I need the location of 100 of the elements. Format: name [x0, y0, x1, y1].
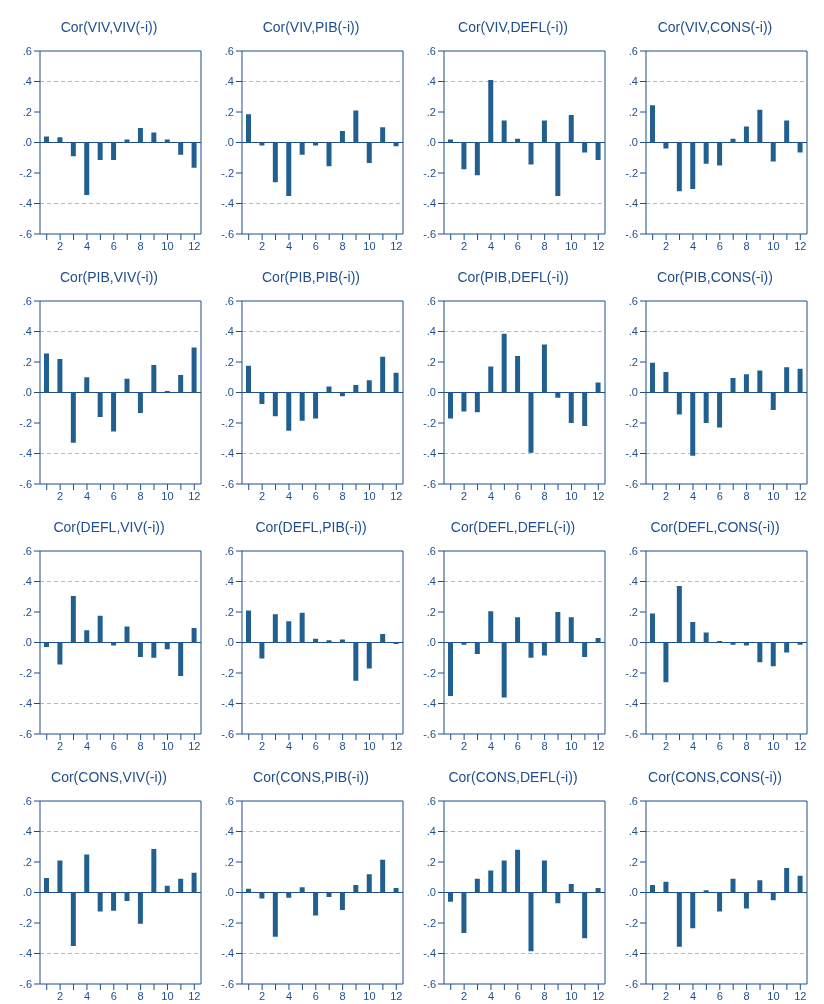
y-tick-label: .4: [224, 325, 234, 338]
chart-title: Cor(CONS,DEFL(-i)): [447, 768, 579, 787]
x-tick-label: 12: [188, 739, 201, 752]
y-tick-label: .2: [628, 855, 638, 868]
y-tick-label: -.2: [625, 916, 638, 929]
y-tick-label: .6: [628, 44, 638, 57]
y-tick-label: .2: [224, 105, 234, 118]
y-tick-label: .4: [628, 75, 638, 88]
y-tick-label: .6: [426, 44, 436, 57]
y-tick-label: .6: [426, 544, 436, 557]
y-tick-label: -.6: [423, 227, 436, 240]
x-tick-label: 4: [83, 739, 91, 752]
y-tick-label: .6: [628, 294, 638, 307]
x-tick-label: 10: [161, 739, 174, 752]
x-tick-label: 2: [461, 489, 468, 502]
x-tick-label: 8: [743, 239, 750, 252]
x-tick-label: 12: [794, 989, 807, 1002]
x-tick-label: 4: [487, 489, 495, 502]
chart-title: Cor(DEFL,CONS(-i)): [649, 518, 781, 537]
chart-title: Cor(VIV,PIB(-i)): [261, 18, 361, 37]
y-tick-label: -.2: [423, 416, 436, 429]
y-tick-label: .0: [22, 386, 32, 399]
y-tick-label: .0: [628, 886, 638, 899]
y-tick-label: .2: [224, 855, 234, 868]
y-tick-label: -.4: [625, 197, 638, 210]
y-tick-label: .0: [224, 386, 234, 399]
y-tick-label: -.2: [19, 416, 32, 429]
x-tick-label: 6: [716, 239, 723, 252]
x-tick-label: 12: [592, 739, 605, 752]
y-tick-label: -.6: [423, 727, 436, 740]
y-tick-label: -.6: [423, 477, 436, 490]
y-tick-label: -.6: [625, 227, 638, 240]
x-tick-label: 10: [161, 989, 174, 1002]
y-tick-label: .4: [628, 575, 638, 588]
y-tick-label: .6: [628, 794, 638, 807]
y-tick-label: -.4: [19, 697, 32, 710]
chart-title: Cor(PIB,PIB(-i)): [261, 268, 361, 287]
x-tick-label: 2: [259, 739, 266, 752]
x-tick-label: 6: [514, 239, 521, 252]
y-tick-label: -.6: [19, 227, 32, 240]
y-tick-label: .4: [224, 75, 234, 88]
y-tick-label: -.2: [221, 666, 234, 679]
x-tick-label: 4: [689, 989, 697, 1002]
chart-title: Cor(VIV,DEFL(-i)): [457, 18, 569, 37]
x-tick-label: 8: [541, 739, 548, 752]
x-tick-label: 4: [285, 989, 293, 1002]
y-tick-label: .0: [22, 636, 32, 649]
x-tick-label: 4: [689, 489, 697, 502]
x-tick-label: 2: [57, 739, 64, 752]
y-tick-label: .4: [22, 575, 32, 588]
x-tick-label: 8: [743, 739, 750, 752]
y-tick-label: -.2: [19, 916, 32, 929]
y-tick-label: .6: [22, 794, 32, 807]
x-tick-label: 4: [83, 239, 91, 252]
y-tick-label: .2: [224, 355, 234, 368]
x-tick-label: 2: [57, 989, 64, 1002]
x-tick-label: 6: [110, 489, 117, 502]
y-tick-label: -.4: [423, 447, 436, 460]
x-tick-label: 4: [689, 239, 697, 252]
y-tick-label: -.6: [625, 477, 638, 490]
chart-title: Cor(CONS,CONS(-i)): [647, 768, 783, 787]
y-tick-label: -.6: [625, 977, 638, 990]
y-tick-label: -.6: [221, 477, 234, 490]
y-tick-label: .6: [224, 544, 234, 557]
chart-title: Cor(VIV,VIV(-i)): [59, 18, 159, 37]
y-tick-label: .0: [22, 886, 32, 899]
x-tick-label: 8: [137, 489, 144, 502]
y-tick-label: .0: [426, 886, 436, 899]
x-tick-label: 8: [339, 739, 346, 752]
y-tick-label: -.2: [423, 916, 436, 929]
y-tick-label: .6: [22, 44, 32, 57]
y-tick-label: .0: [22, 136, 32, 149]
x-tick-label: 10: [767, 989, 780, 1002]
x-tick-label: 10: [161, 239, 174, 252]
y-tick-label: .0: [224, 636, 234, 649]
y-tick-label: -.2: [625, 416, 638, 429]
x-tick-label: 10: [363, 989, 376, 1002]
x-tick-label: 2: [461, 989, 468, 1002]
y-tick-label: -.6: [221, 727, 234, 740]
x-tick-label: 12: [390, 489, 403, 502]
y-tick-label: .6: [426, 294, 436, 307]
chart-title: Cor(PIB,CONS(-i)): [656, 268, 774, 287]
y-tick-label: -.4: [221, 697, 234, 710]
y-tick-label: .4: [426, 75, 436, 88]
y-tick-label: .2: [628, 605, 638, 618]
y-tick-label: .2: [224, 605, 234, 618]
y-tick-label: .2: [426, 855, 436, 868]
y-tick-label: .0: [224, 886, 234, 899]
x-tick-label: 8: [137, 739, 144, 752]
y-tick-label: -.4: [221, 447, 234, 460]
y-tick-label: .4: [22, 75, 32, 88]
x-tick-label: 2: [57, 489, 64, 502]
y-tick-label: .4: [628, 825, 638, 838]
x-tick-label: 4: [83, 489, 91, 502]
y-tick-label: -.4: [423, 197, 436, 210]
x-tick-label: 4: [487, 239, 495, 252]
x-tick-label: 12: [188, 989, 201, 1002]
x-tick-label: 2: [57, 239, 64, 252]
x-tick-label: 10: [363, 489, 376, 502]
x-tick-label: 4: [285, 739, 293, 752]
